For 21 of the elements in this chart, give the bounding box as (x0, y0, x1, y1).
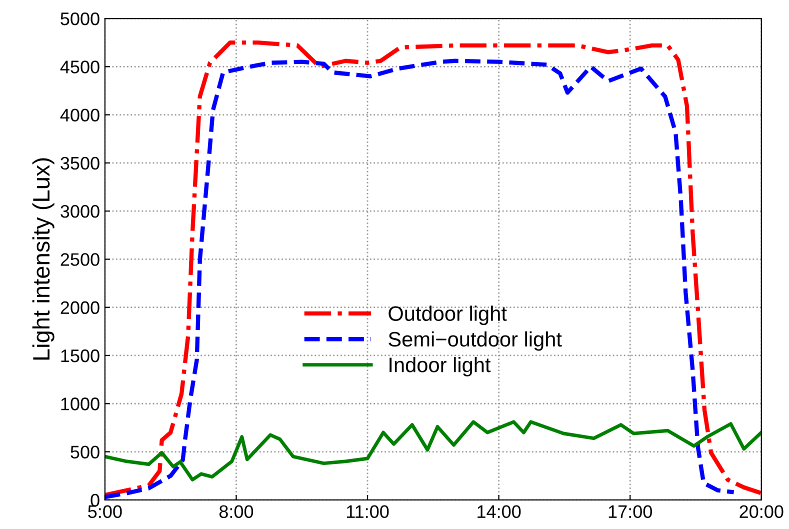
y-tick-label: 3500 (60, 156, 100, 170)
y-tick-label: 2000 (60, 301, 100, 314)
y-tick-label: 5000 (60, 12, 100, 26)
x-tick-label: 11:00 (346, 505, 389, 518)
y-tick-label: 1000 (61, 398, 100, 410)
legend-label: Outdoor light (388, 306, 507, 326)
x-tick-label: 5:00 (88, 505, 122, 518)
x-tick-label: 14:00 (478, 505, 521, 518)
y-tick-label: 2500 (60, 253, 100, 266)
x-tick-label: 17:00 (608, 505, 652, 518)
y-tick-label: 1500 (61, 349, 100, 362)
y-tick-label: 4500 (60, 60, 100, 74)
x-tick-label: 8:00 (219, 505, 254, 518)
y-axis-title: Light intensity (Lux) (32, 158, 54, 360)
legend-label: Semi−outdoor light (388, 331, 562, 351)
x-tick-label: 20:00 (740, 505, 784, 518)
y-tick-label: 500 (70, 446, 100, 458)
y-tick-label: 3000 (60, 205, 100, 218)
legend-label: Indoor light (390, 357, 491, 376)
y-tick-label: 4000 (60, 108, 100, 122)
line-series (104, 420, 762, 482)
